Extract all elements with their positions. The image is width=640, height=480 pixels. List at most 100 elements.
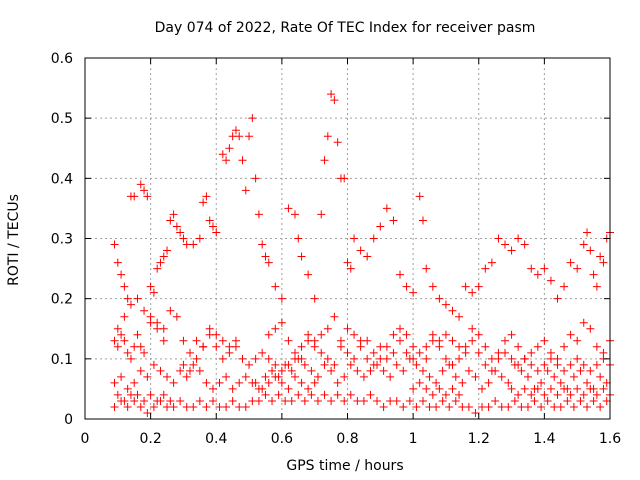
- data-point: [412, 402, 421, 411]
- data-point: [218, 150, 227, 159]
- data-point: [438, 366, 447, 375]
- data-point: [317, 330, 326, 339]
- data-point: [189, 240, 198, 249]
- data-point: [199, 342, 208, 351]
- data-point: [514, 234, 523, 243]
- data-point: [169, 402, 178, 411]
- data-point: [113, 324, 122, 333]
- data-point: [323, 354, 332, 363]
- y-tick-label: 0.1: [51, 352, 73, 368]
- data-point: [405, 396, 414, 405]
- data-point: [113, 390, 122, 399]
- data-point: [553, 360, 562, 369]
- y-tick-label: 0.6: [51, 51, 73, 67]
- data-point: [130, 192, 139, 201]
- data-point: [333, 138, 342, 147]
- data-point: [313, 396, 322, 405]
- data-point: [382, 342, 391, 351]
- data-point: [389, 348, 398, 357]
- data-point: [481, 342, 490, 351]
- data-point: [392, 360, 401, 369]
- data-point: [235, 378, 244, 387]
- data-point: [317, 210, 326, 219]
- y-tick-label: 0: [64, 412, 73, 428]
- data-point: [343, 348, 352, 357]
- data-point: [307, 390, 316, 399]
- data-point: [163, 372, 172, 381]
- data-point: [494, 234, 503, 243]
- data-point: [245, 360, 254, 369]
- data-point: [327, 90, 336, 99]
- data-point: [369, 234, 378, 243]
- data-point: [117, 330, 126, 339]
- data-point: [284, 204, 293, 213]
- data-point: [123, 384, 132, 393]
- data-point: [533, 366, 542, 375]
- data-point: [520, 354, 529, 363]
- data-point: [205, 216, 214, 225]
- data-point: [441, 330, 450, 339]
- data-point: [579, 240, 588, 249]
- data-point: [251, 354, 260, 363]
- data-point: [254, 396, 263, 405]
- data-point: [514, 342, 523, 351]
- data-point: [546, 384, 555, 393]
- data-point: [297, 252, 306, 261]
- y-tick-label: 0.2: [51, 292, 73, 308]
- data-point: [527, 348, 536, 357]
- data-point: [415, 378, 424, 387]
- data-point: [254, 210, 263, 219]
- data-point: [399, 366, 408, 375]
- data-point: [133, 294, 142, 303]
- data-point: [110, 378, 119, 387]
- data-point: [166, 306, 175, 315]
- data-point: [543, 366, 552, 375]
- data-point: [553, 390, 562, 399]
- data-point: [569, 402, 578, 411]
- data-point: [146, 312, 155, 321]
- data-point: [586, 384, 595, 393]
- data-point: [402, 282, 411, 291]
- data-point: [455, 354, 464, 363]
- data-point: [287, 366, 296, 375]
- data-point: [586, 366, 595, 375]
- data-point: [579, 318, 588, 327]
- data-point: [350, 234, 359, 243]
- data-point: [412, 360, 421, 369]
- data-point: [373, 396, 382, 405]
- data-point: [307, 366, 316, 375]
- data-point: [560, 384, 569, 393]
- data-point: [261, 372, 270, 381]
- data-point: [487, 366, 496, 375]
- data-point: [428, 282, 437, 291]
- data-point: [540, 264, 549, 273]
- data-point: [441, 390, 450, 399]
- data-point: [415, 192, 424, 201]
- data-point: [474, 330, 483, 339]
- data-point: [379, 366, 388, 375]
- data-point: [159, 324, 168, 333]
- data-point: [225, 342, 234, 351]
- data-point: [251, 378, 260, 387]
- data-point: [363, 354, 372, 363]
- data-point: [172, 222, 181, 231]
- data-point: [149, 360, 158, 369]
- data-point: [212, 228, 221, 237]
- data-point: [277, 366, 286, 375]
- data-point: [238, 354, 247, 363]
- data-point: [110, 336, 119, 345]
- data-point: [304, 384, 313, 393]
- data-point: [231, 336, 240, 345]
- data-point: [448, 336, 457, 345]
- data-point: [409, 288, 418, 297]
- data-point: [422, 384, 431, 393]
- data-point: [110, 402, 119, 411]
- data-point: [186, 348, 194, 357]
- x-tick-label: 1.6: [599, 431, 621, 447]
- data-point: [523, 372, 532, 381]
- data-point: [540, 360, 549, 369]
- data-point: [592, 390, 601, 399]
- data-point: [146, 282, 155, 291]
- data-point: [140, 348, 149, 357]
- data-point: [586, 324, 595, 333]
